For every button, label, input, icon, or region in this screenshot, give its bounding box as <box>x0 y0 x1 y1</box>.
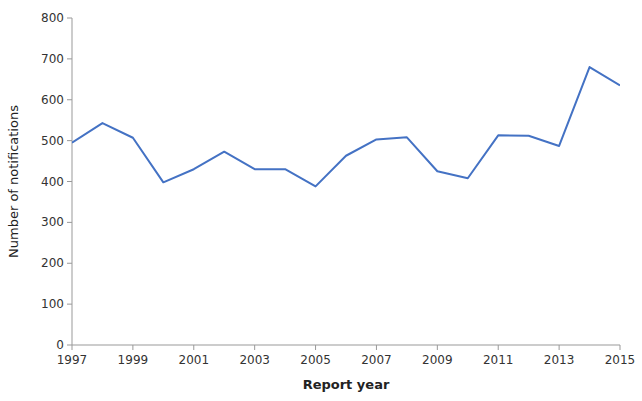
x-tick-label: 2001 <box>179 353 210 367</box>
chart: 1997 1999 2001 2003 2005 2007 2009 2011 2013 2015… <box>0 0 642 401</box>
y-tick-label: 100 <box>41 297 64 311</box>
y-tick <box>67 99 72 100</box>
y-tick <box>67 345 72 346</box>
y-tick <box>67 58 72 59</box>
y-tick <box>67 263 72 264</box>
x-tick <box>437 345 438 350</box>
x-tick <box>376 345 377 350</box>
y-tick <box>67 181 72 182</box>
y-tick <box>67 222 72 223</box>
y-tick-label: 700 <box>41 52 64 66</box>
x-tick-label: 1999 <box>118 353 149 367</box>
x-tick-label: 2015 <box>605 353 636 367</box>
y-tick <box>67 18 72 19</box>
x-tick <box>315 345 316 350</box>
plot-area <box>72 67 620 186</box>
x-tick-label: 1997 <box>57 353 88 367</box>
y-tick-label: 400 <box>41 175 64 189</box>
x-tick <box>193 345 194 350</box>
axes: 1997 1999 2001 2003 2005 2007 2009 2011 2013 2015… <box>41 11 635 367</box>
x-tick-label: 2009 <box>422 353 453 367</box>
y-tick-label: 800 <box>41 11 64 25</box>
y-axis-label: Number of notifications <box>6 105 21 258</box>
x-tick <box>559 345 560 350</box>
x-tick-label: 2013 <box>544 353 575 367</box>
x-tick <box>72 345 73 350</box>
x-tick-label: 2007 <box>361 353 392 367</box>
y-tick-label: 300 <box>41 215 64 229</box>
y-tick-label: 200 <box>41 256 64 270</box>
x-tick-label: 2005 <box>300 353 331 367</box>
y-tick-label: 600 <box>41 93 64 107</box>
x-tick <box>254 345 255 350</box>
y-tick <box>67 304 72 305</box>
x-tick <box>620 345 621 350</box>
y-tick <box>67 140 72 141</box>
data-line <box>72 67 620 186</box>
x-tick <box>498 345 499 350</box>
x-axis-line <box>72 345 620 346</box>
y-tick-label: 0 <box>56 338 64 352</box>
x-tick <box>132 345 133 350</box>
x-tick-label: 2003 <box>239 353 270 367</box>
x-tick-label: 2011 <box>483 353 514 367</box>
y-tick-label: 500 <box>41 134 64 148</box>
x-axis-label: Report year <box>303 377 390 392</box>
